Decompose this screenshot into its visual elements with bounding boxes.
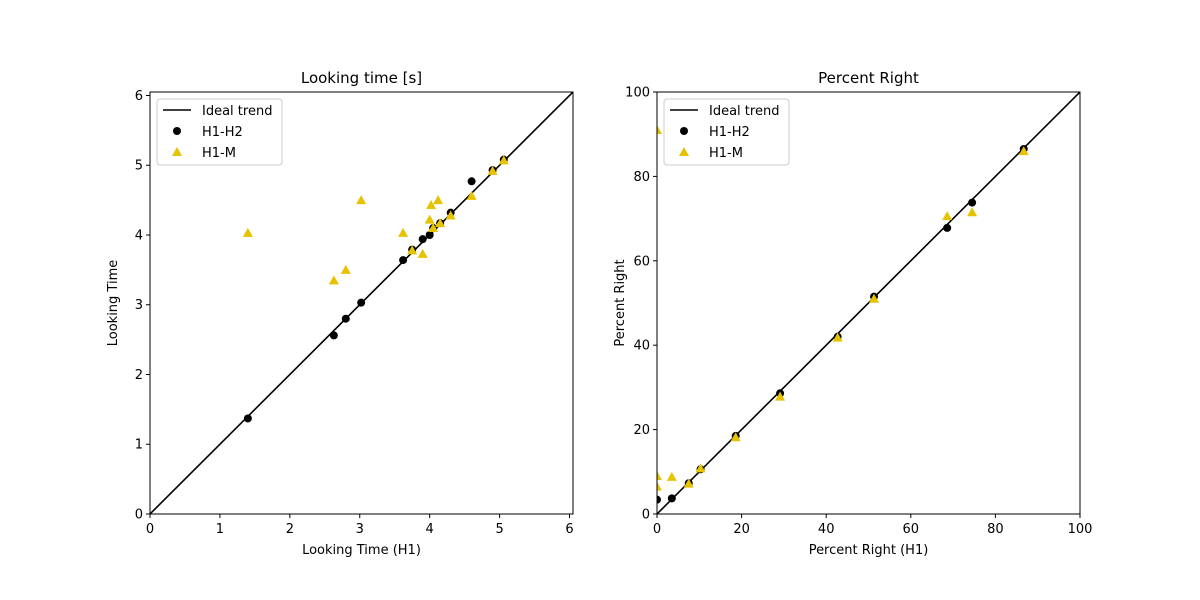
x-tick-label: 4 — [426, 522, 434, 537]
h1-h2-point — [968, 198, 977, 207]
h1-m-point — [417, 248, 428, 258]
x-tick-label: 0 — [146, 522, 154, 537]
legend-marker-swatch — [680, 127, 688, 135]
x-tick-label: 100 — [1068, 522, 1093, 537]
x-tick-label: 1 — [216, 522, 224, 537]
y-tick-label: 60 — [633, 254, 650, 269]
legend-label: H1-H2 — [709, 125, 750, 140]
h1-m-point — [445, 210, 456, 220]
h1-m-point — [695, 463, 706, 473]
h1-h2-point — [357, 298, 366, 307]
h1-h2-point — [243, 414, 252, 423]
h1-m-point — [683, 478, 694, 488]
ideal-trend-line — [657, 92, 1080, 514]
legend: Ideal trend H1-H2 H1-M — [663, 98, 790, 166]
legend-box — [156, 98, 283, 166]
h1-m-point — [487, 165, 498, 175]
x-tick-label: 5 — [495, 522, 503, 537]
x-tick-label: 40 — [818, 522, 835, 537]
y-tick-label: 2 — [135, 368, 143, 383]
h1-m-point — [666, 471, 677, 481]
axes-frame — [656, 91, 1081, 515]
h1-m-point — [967, 207, 978, 217]
y-tick-label: 0 — [642, 508, 650, 523]
x-tick-label: 20 — [733, 522, 750, 537]
h1-m-point — [242, 227, 253, 237]
h1-m-point — [328, 275, 339, 285]
y-tick-label: 3 — [135, 298, 143, 313]
y-tick-label: 80 — [633, 170, 650, 185]
y-axis-label: Looking Time — [106, 260, 121, 347]
h1-m-point — [398, 227, 409, 237]
panel-percent-right: Percent Right Percent Right (H1) Percent R… — [613, 69, 1092, 558]
legend-label: H1-M — [202, 146, 236, 161]
legend-label: Ideal trend — [202, 104, 272, 119]
h1-m-point — [424, 214, 435, 224]
h1-h2-point — [425, 230, 434, 239]
h1-h2-point — [657, 495, 661, 504]
h1-h2-point — [467, 177, 476, 186]
panel-looking-time: Looking time [s] Looking Time (H1) Looking… — [106, 69, 574, 558]
h1-m-point — [426, 199, 437, 209]
legend-label: H1-H2 — [202, 125, 243, 140]
y-tick-label: 1 — [135, 438, 143, 453]
h1-m-point — [942, 211, 953, 221]
h1-h2-point — [943, 223, 952, 232]
h1-m-point — [832, 332, 843, 342]
h1-m-point — [1018, 146, 1029, 156]
legend-marker-swatch — [173, 127, 181, 135]
legend-label: H1-M — [709, 146, 743, 161]
h1-m-point — [356, 195, 367, 205]
x-tick-label: 80 — [987, 522, 1004, 537]
h1-m-point — [498, 155, 509, 165]
h1-m-point — [868, 293, 879, 303]
x-tick-label: 0 — [653, 522, 661, 537]
legend-label: Ideal trend — [709, 104, 779, 119]
chart-title: Percent Right — [818, 69, 919, 87]
legend-marker-swatch — [679, 147, 689, 156]
legend: Ideal trend H1-H2 H1-M — [156, 98, 283, 166]
x-tick-label: 2 — [286, 522, 294, 537]
legend-box — [663, 98, 790, 166]
y-tick-label: 20 — [633, 423, 650, 438]
y-tick-label: 0 — [135, 508, 143, 523]
plot-area — [150, 92, 573, 514]
h1-m-point — [775, 391, 786, 401]
h1-m-point — [407, 245, 418, 255]
h1-h2-point — [399, 256, 408, 265]
h1-m-point — [340, 264, 351, 274]
y-tick-label: 5 — [135, 159, 143, 174]
x-tick-label: 6 — [565, 522, 573, 537]
x-axis-label: Percent Right (H1) — [809, 543, 929, 558]
h1-m-point — [466, 190, 477, 200]
h1-h2-point — [341, 314, 350, 323]
h1-m-point — [428, 223, 439, 233]
y-tick-label: 4 — [135, 228, 143, 243]
y-axis-label: Percent Right — [613, 259, 628, 346]
y-tick-label: 6 — [135, 89, 143, 104]
h1-m-point — [657, 471, 662, 481]
h1-h2-point — [418, 235, 427, 244]
h1-h2-point — [329, 331, 338, 340]
x-tick-label: 60 — [903, 522, 920, 537]
h1-m-point — [730, 432, 741, 442]
h1-m-point — [433, 195, 444, 205]
h1-h2-point — [667, 494, 676, 503]
h1-m-point — [657, 124, 662, 134]
x-tick-label: 3 — [356, 522, 364, 537]
axes-frame — [149, 91, 574, 515]
x-axis-label: Looking Time (H1) — [302, 543, 421, 558]
chart-title: Looking time [s] — [301, 69, 422, 87]
legend-marker-swatch — [172, 147, 182, 156]
h1-m-point — [435, 218, 446, 228]
y-tick-label: 100 — [625, 86, 650, 101]
y-tick-label: 40 — [633, 339, 650, 354]
h1-m-point — [657, 481, 662, 491]
plot-area — [657, 92, 1080, 514]
